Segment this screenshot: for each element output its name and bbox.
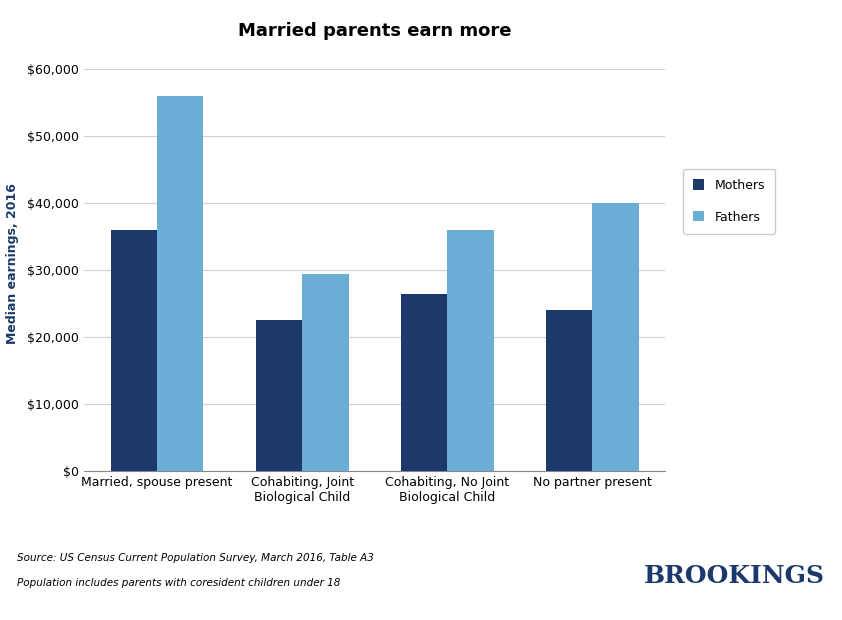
Bar [447, 230, 493, 471]
Bar [110, 230, 157, 471]
Bar [546, 311, 592, 471]
Text: Population includes parents with coresident children under 18: Population includes parents with coresid… [17, 578, 340, 588]
Bar [592, 203, 639, 471]
Bar [256, 321, 302, 471]
Bar [302, 273, 349, 471]
Title: Married parents earn more: Married parents earn more [238, 22, 511, 40]
Legend: Mothers, Fathers: Mothers, Fathers [683, 169, 775, 234]
Text: BROOKINGS: BROOKINGS [644, 564, 825, 588]
Bar [157, 96, 204, 471]
Text: Source: US Census Current Population Survey, March 2016, Table A3: Source: US Census Current Population Sur… [17, 553, 374, 563]
Y-axis label: Median earnings, 2016: Median earnings, 2016 [6, 183, 19, 344]
Bar [401, 294, 447, 471]
